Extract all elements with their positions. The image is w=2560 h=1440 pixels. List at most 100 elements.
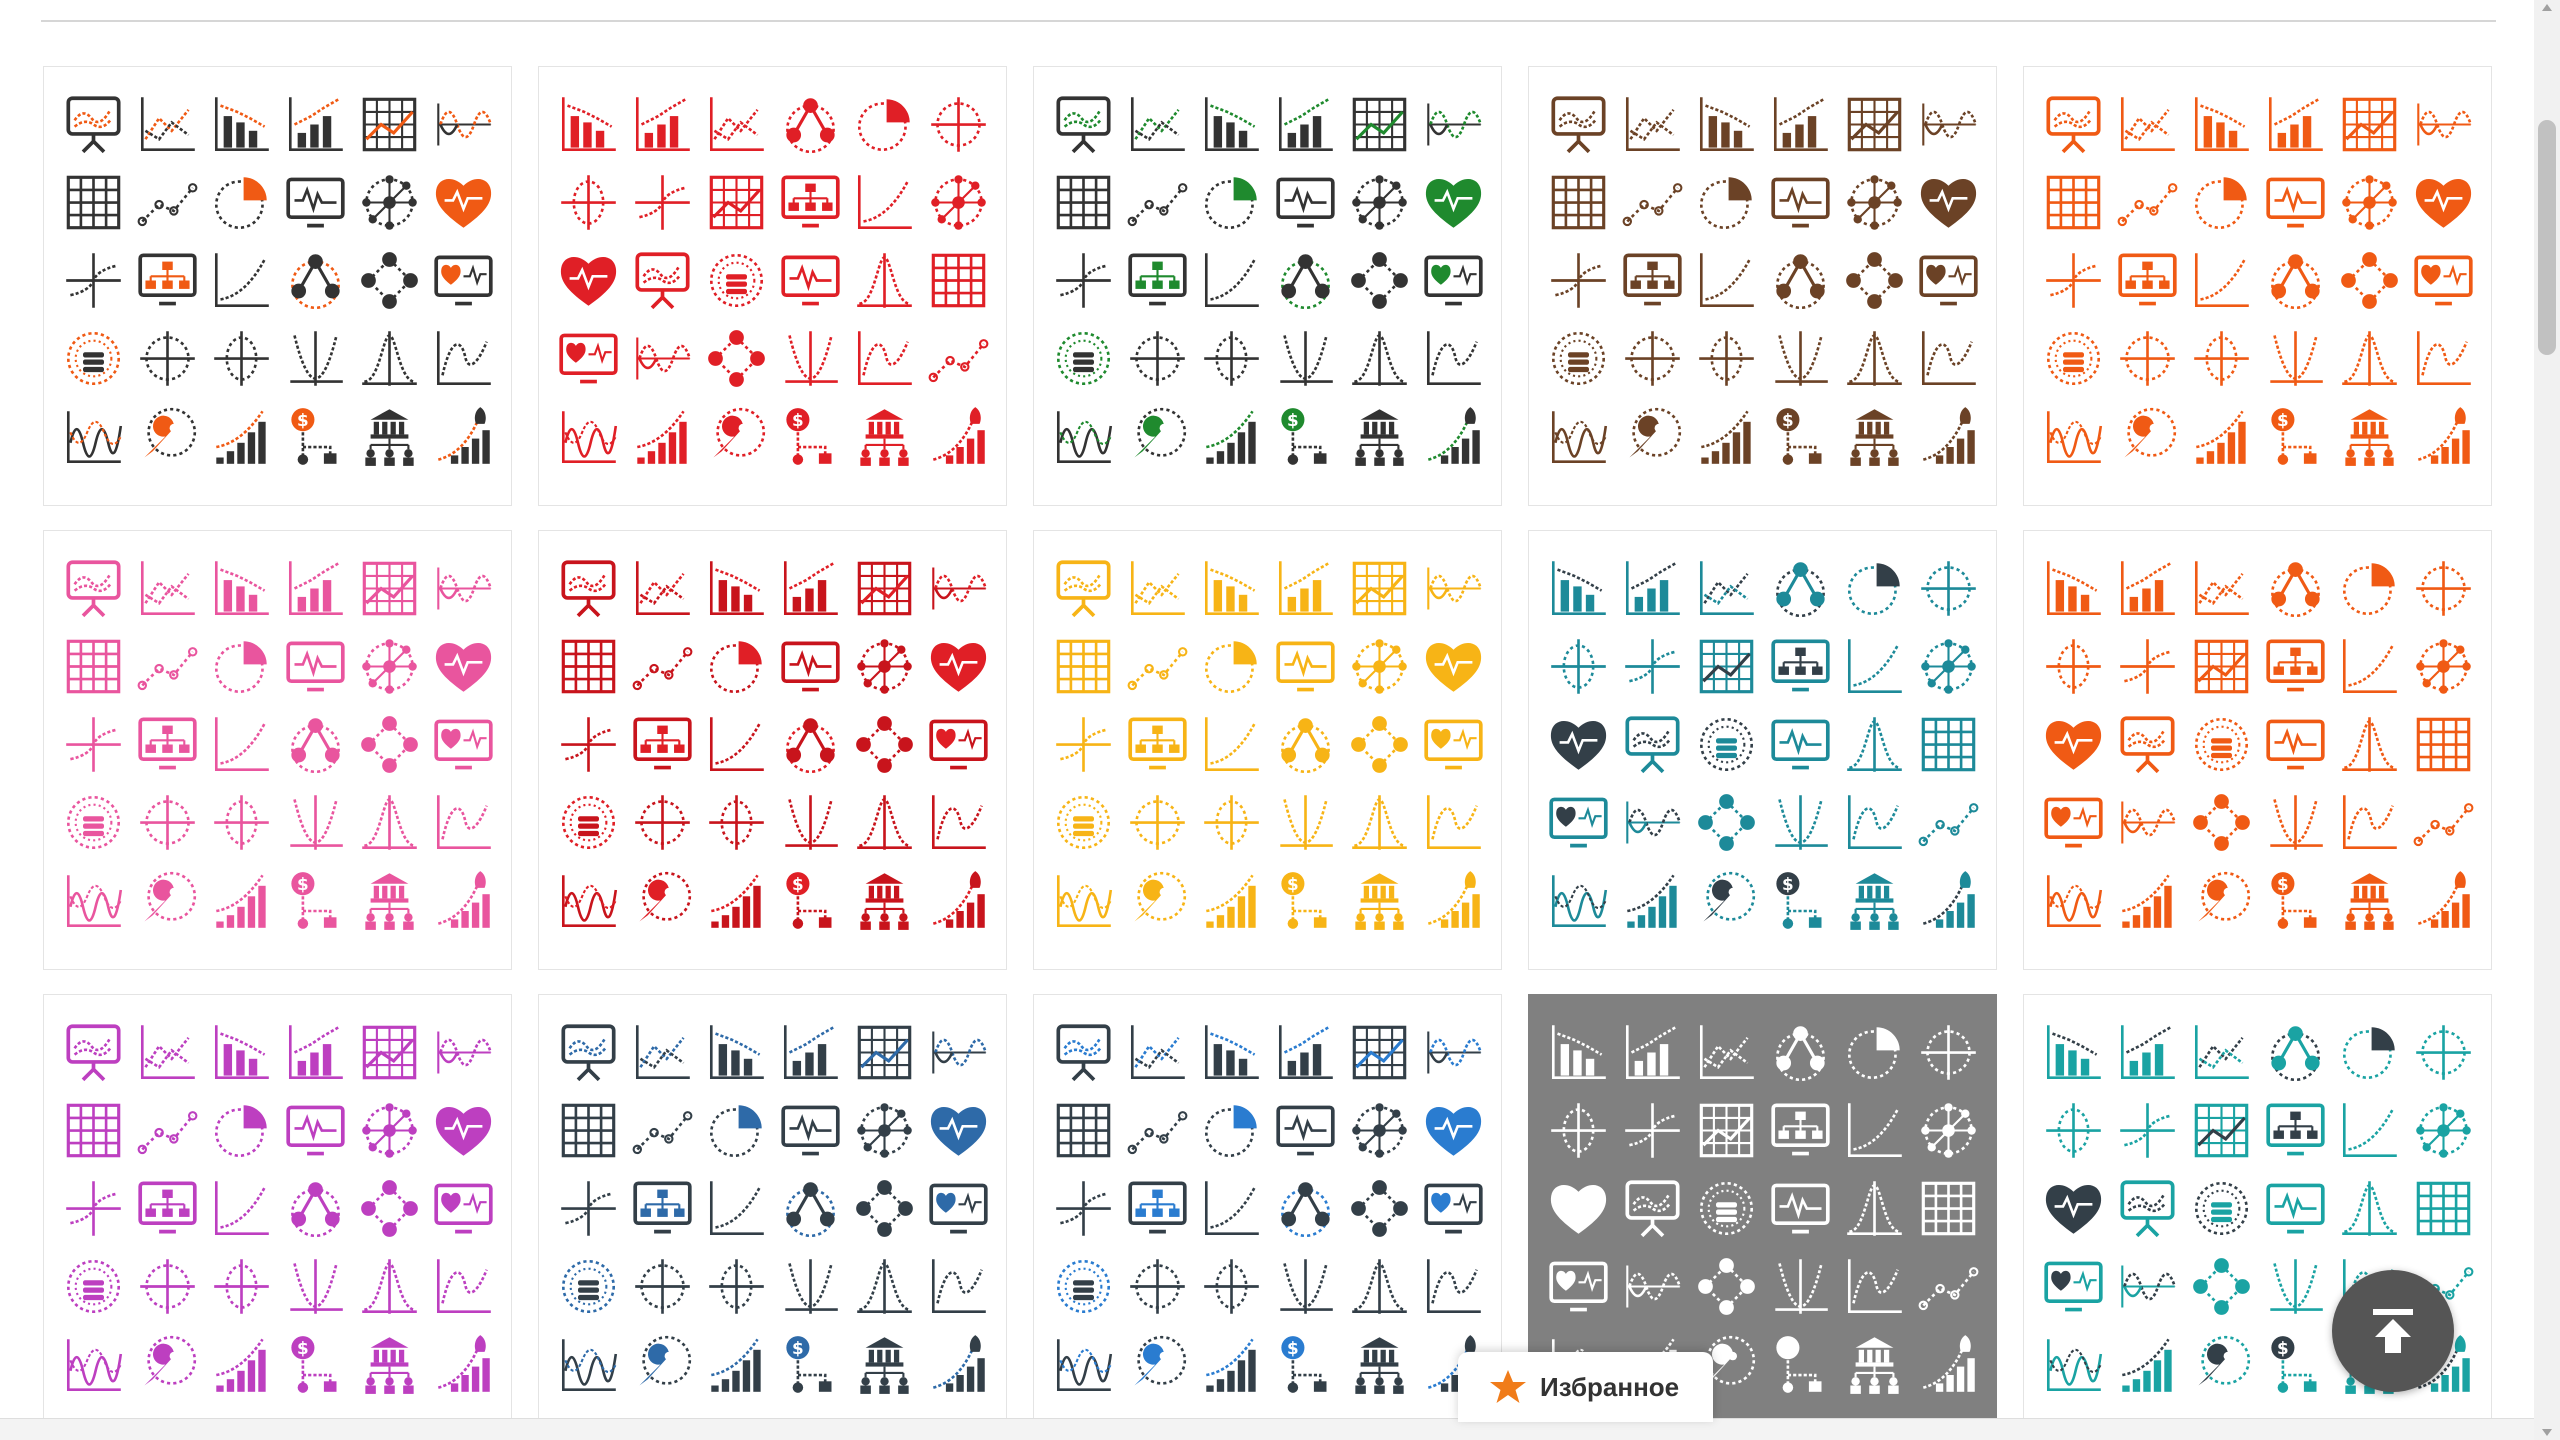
sine-wave-icon (636, 337, 692, 380)
network-circle-icon (1352, 175, 1407, 230)
curve-chart-icon (931, 795, 986, 850)
crosshair-icon (635, 1259, 690, 1314)
network-circle-icon (1921, 639, 1976, 694)
grid-icon (1551, 175, 1606, 230)
rising-bars-icon (216, 874, 266, 928)
table-chart-icon (1352, 1025, 1407, 1080)
curve-chart-icon (2416, 331, 2471, 386)
monitor-wave-icon (1276, 1105, 1335, 1156)
scroll-up-arrow-icon[interactable] (2542, 4, 2552, 11)
gauss-curve-icon (1847, 717, 1902, 772)
dollar-flow-icon: $ (786, 1336, 832, 1393)
cross-axis-icon (561, 1181, 616, 1236)
favorites-tab[interactable]: Избранное (1458, 1352, 1713, 1422)
parabola-icon (1775, 1259, 1828, 1314)
bank-hierarchy-icon (1355, 873, 1404, 930)
rocket-bars-icon (1427, 407, 1480, 464)
parabola-icon (785, 331, 838, 386)
bar-chart-down-icon (1204, 561, 1259, 616)
crosshair-circle-icon (1204, 331, 1259, 386)
dotted-line-icon (137, 183, 198, 227)
bank-hierarchy-icon (365, 409, 414, 466)
monitor-hierarchy-icon (781, 175, 840, 228)
line-chart-icon (140, 1025, 195, 1080)
svg-text:$: $ (1782, 1338, 1794, 1358)
line-chart-icon (2194, 561, 2249, 616)
rocket-bars-icon (932, 1335, 985, 1392)
line-chart-icon (635, 1025, 690, 1080)
icon-set-preview: $ (66, 96, 493, 466)
crosshair-circle-icon (214, 1259, 269, 1314)
icon-set-card[interactable]: $ (1528, 66, 1997, 506)
scroll-down-arrow-icon[interactable] (2542, 1429, 2552, 1436)
crosshair-icon (2416, 561, 2471, 616)
network-circle-icon (362, 175, 417, 230)
dotted-line-icon (1127, 1111, 1188, 1155)
network-circle-icon (1921, 1103, 1976, 1158)
pie-chart-icon (1204, 1105, 1257, 1158)
dotted-line-icon (1918, 1267, 1979, 1311)
crosshair-circle-icon (1204, 795, 1259, 850)
icon-set-card[interactable]: $ (1033, 66, 1502, 506)
icon-set-card[interactable]: $ (1033, 530, 1502, 970)
rising-bars-icon (1206, 410, 1256, 464)
rising-bars-icon (711, 1338, 761, 1392)
bar-chart-down-icon (561, 97, 616, 152)
vertical-scrollbar[interactable] (2534, 0, 2560, 1440)
database-ring-icon (66, 1259, 121, 1314)
monitor-wave-icon (1771, 719, 1830, 770)
growth-curve-icon (1204, 1181, 1259, 1236)
curve-chart-icon (857, 331, 912, 386)
sine-wave-icon (437, 1031, 493, 1074)
database-ring-icon (2194, 717, 2249, 772)
network-circle-icon (2416, 1103, 2471, 1158)
triangle-nodes-icon (2271, 1026, 2320, 1082)
sine-wave-icon (1626, 801, 1682, 844)
sine-wave-icon (437, 103, 493, 146)
crosshair-icon (1130, 1259, 1185, 1314)
scrollbar-thumb[interactable] (2538, 120, 2556, 355)
icon-set-card[interactable]: $ (2023, 66, 2492, 506)
crosshair-circle-icon (214, 331, 269, 386)
monitor-heart-icon (559, 333, 618, 384)
grid-icon (561, 639, 616, 694)
rocket-bars-icon (2417, 871, 2470, 928)
wave-axis-icon (66, 1339, 123, 1392)
crosshair-circle-icon (709, 795, 764, 850)
icon-set-card[interactable]: $ (538, 530, 1007, 970)
pie-chart-icon (214, 177, 267, 230)
cross-axis-icon (1625, 639, 1680, 694)
cross-axis-icon (1056, 253, 1111, 308)
icon-set-card[interactable]: $ (1033, 994, 1502, 1434)
curve-chart-icon (1426, 795, 1481, 850)
rising-bars-icon (637, 410, 687, 464)
svg-text:$: $ (297, 874, 309, 894)
icon-set-preview: $ (559, 97, 989, 466)
icon-set-preview: $ (561, 560, 988, 930)
icon-set-card[interactable]: $ (1528, 530, 1997, 970)
bottom-bar (0, 1418, 2534, 1440)
bank-hierarchy-icon (2345, 873, 2394, 930)
icon-set-card[interactable]: $ (2023, 530, 2492, 970)
grid-icon (561, 1103, 616, 1158)
icon-set-card[interactable]: $ (43, 66, 512, 506)
icon-set-card[interactable]: $ (538, 994, 1007, 1434)
monitor-wave-icon (781, 255, 840, 306)
triangle-nodes-icon (291, 254, 340, 310)
gauss-curve-icon (857, 253, 912, 308)
curve-chart-icon (436, 331, 491, 386)
top-divider (41, 20, 2496, 22)
icon-set-card[interactable]: $ (538, 66, 1007, 506)
scroll-to-top-button[interactable] (2332, 1270, 2454, 1392)
line-chart-icon (1130, 561, 1185, 616)
monitor-wave-icon (286, 641, 345, 692)
wave-axis-icon (2046, 1339, 2103, 1392)
dollar-flow-icon: $ (1281, 872, 1327, 929)
icon-set-card[interactable]: $ (43, 530, 512, 970)
pie-chart-icon (709, 641, 762, 694)
icon-set-card[interactable]: $ (43, 994, 512, 1434)
rising-bars-icon (2122, 1338, 2172, 1392)
presentation-chart-icon (1056, 96, 1111, 154)
triangle-nodes-icon (291, 718, 340, 774)
